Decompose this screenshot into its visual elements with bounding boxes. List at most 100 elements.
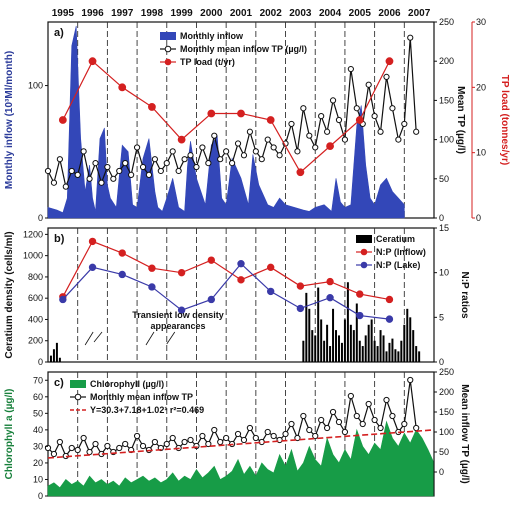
data-point (371, 112, 378, 120)
ceratium-bar (394, 349, 397, 362)
legend-label: N:P (Lake) (376, 260, 420, 270)
ceratium-bar (332, 308, 335, 362)
data-point (58, 116, 67, 124)
right-tick-label: 0 (439, 213, 444, 223)
data-point (207, 109, 216, 118)
data-point (187, 436, 194, 444)
data-point (246, 424, 254, 432)
data-point (145, 171, 153, 178)
annotation: Transient low density appearances (132, 310, 224, 331)
data-point (116, 444, 123, 452)
data-point (237, 260, 245, 268)
data-point (177, 135, 186, 144)
ceratium-bar (305, 292, 308, 362)
data-point (240, 436, 248, 444)
data-point (318, 112, 325, 120)
panel-b: b) 0 200 400 600 800 1000 1200 Ceratium density … (4, 223, 470, 367)
data-point (88, 263, 97, 272)
data-point (199, 144, 206, 151)
right-axis-label: Mean TP (µg/l) (455, 86, 466, 154)
right-tick-label: 0 (439, 357, 444, 367)
year-label: 1999 (170, 8, 193, 19)
data-point (324, 424, 331, 432)
ceratium-bar (314, 335, 317, 362)
year-label: 1995 (52, 8, 75, 19)
panel-label: c) (54, 377, 64, 389)
ceratium-bar (382, 335, 385, 362)
panel-label: a) (54, 27, 64, 39)
legend-marker (164, 45, 172, 53)
data-point (68, 167, 75, 175)
ceratium-bar (346, 282, 349, 362)
panel-label: b) (54, 233, 65, 245)
left-tick-label: 400 (28, 314, 43, 324)
legend-label: Y=30.3+7.18+1.02¹ r²=0.469 (90, 405, 204, 415)
data-point (413, 424, 420, 432)
data-point (347, 65, 354, 73)
year-label: 1997 (111, 8, 134, 19)
data-point (86, 448, 93, 456)
right-tick-label: 20 (476, 82, 486, 92)
data-point (266, 263, 275, 272)
ceratium-bar (49, 355, 52, 362)
right-tick-label: 10 (439, 268, 449, 278)
data-point (169, 434, 176, 442)
left-tick-label: 60 (33, 392, 43, 402)
data-point (276, 152, 283, 159)
data-point (151, 438, 158, 446)
data-point (148, 103, 156, 111)
ceratium-bar (326, 324, 329, 362)
data-point (187, 152, 194, 159)
data-point (181, 156, 188, 163)
data-point (104, 163, 111, 171)
right-axis-label: N:P ratios (459, 271, 470, 318)
ceratium-bar (400, 340, 403, 362)
data-point (139, 442, 147, 450)
annotation-arrow (145, 331, 155, 346)
data-point (356, 290, 364, 298)
ceratium-bar (379, 330, 382, 362)
data-point (80, 148, 87, 155)
data-point (246, 128, 254, 135)
right-tick-label: 15 (439, 223, 449, 233)
legend-swatch (160, 32, 176, 40)
data-point (211, 426, 218, 434)
data-point (223, 434, 230, 442)
data-point (365, 81, 372, 88)
data-point (163, 160, 170, 167)
ceratium-bar (343, 319, 346, 362)
legend-label: Ceratium (376, 234, 415, 244)
data-point (148, 264, 156, 272)
data-point (234, 430, 242, 438)
ceratium-bar (340, 342, 343, 362)
legend-label: Monthly mean inflow TP (µg/l) (180, 44, 307, 54)
data-point (377, 424, 384, 432)
data-point (318, 416, 325, 424)
right-tick-label: 100 (439, 135, 454, 145)
left-tick-label: 1200 (23, 229, 43, 239)
annotation-arrow (166, 331, 176, 345)
legend-label: N:P (Inflow) (376, 247, 426, 257)
ceratium-bar (352, 330, 355, 362)
data-point (181, 438, 188, 446)
data-point (116, 167, 123, 175)
year-label: 2004 (319, 8, 342, 19)
left-tick-label: 600 (28, 293, 43, 303)
data-point (234, 140, 242, 147)
right-tick-label: 0 (439, 467, 444, 477)
year-label: 2006 (378, 8, 401, 19)
right-tick-label: 0 (476, 213, 481, 223)
left-tick-label: 50 (33, 408, 43, 418)
ceratium-bar (418, 351, 421, 362)
data-point (199, 432, 206, 440)
right-tick-label: 200 (439, 387, 454, 397)
ceratium-bar (335, 330, 338, 362)
data-point (355, 116, 364, 124)
trend-line (47, 429, 435, 459)
ceratium-bar (355, 303, 358, 362)
annotation-line: appearances (150, 321, 205, 331)
data-point (365, 400, 372, 408)
data-point (163, 440, 170, 448)
data-point (395, 136, 402, 143)
